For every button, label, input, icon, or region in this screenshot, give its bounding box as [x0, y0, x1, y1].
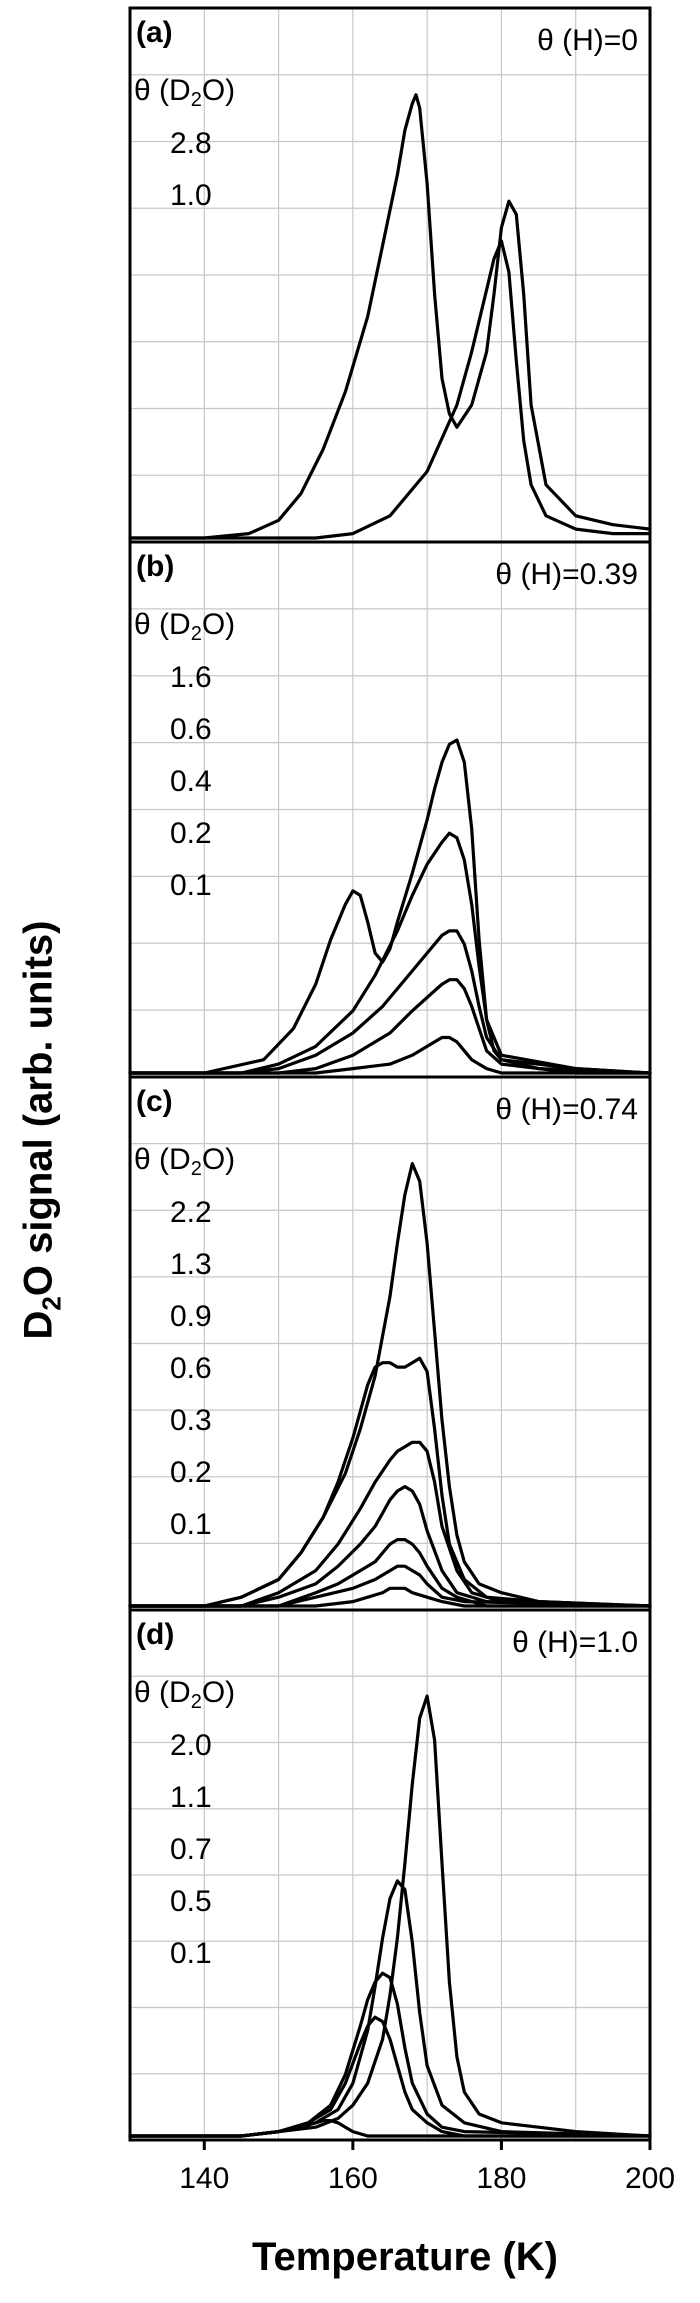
- legend-value: 0.1: [170, 869, 212, 902]
- legend-value: 1.3: [170, 1248, 212, 1281]
- x-tick-label: 140: [179, 2162, 229, 2195]
- series-line-0.6: [128, 831, 652, 1075]
- series-line-0.1: [128, 1586, 652, 1608]
- theta-h-label: θ (H)=1.0: [512, 1626, 638, 1659]
- series-line-2.8: [128, 93, 652, 540]
- legend-value: 0.9: [170, 1300, 212, 1333]
- theta-h-label: θ (H)=0: [537, 24, 638, 57]
- x-tick-label: 200: [625, 2162, 675, 2195]
- legend-title: θ (D2O): [134, 74, 235, 111]
- legend-value: 1.6: [170, 661, 212, 694]
- series-line-0.2: [128, 978, 652, 1075]
- series-line-0.4: [128, 929, 652, 1075]
- legend-value: 0.5: [170, 1885, 212, 1918]
- series-line-0.5: [128, 2015, 652, 2138]
- series-line-0.1: [128, 1035, 652, 1075]
- legend-value: 2.0: [170, 1729, 212, 1762]
- panel-c: (c) θ (H)=0.74 θ (D2O) 2.2 1.3 0.9 0.6 0.3 0.2 0.…: [128, 1075, 652, 1612]
- panel-letter: (a): [136, 16, 173, 49]
- x-tick-label: 180: [476, 2162, 526, 2195]
- legend-value: 0.2: [170, 1456, 212, 1489]
- legend-value: 0.7: [170, 1833, 212, 1866]
- panel-d: (d) θ (H)=1.0 θ (D2O) 2.0 1.1 0.7 0.5 0.1: [128, 1608, 652, 2142]
- x-axis: 140 160 180 200: [179, 2140, 675, 2195]
- series-line-0.9: [128, 1440, 652, 1608]
- series-line-1.0: [128, 239, 652, 540]
- series-line-2.0: [128, 1694, 652, 2138]
- legend-title: θ (D2O): [134, 1143, 235, 1180]
- panel-letter: (d): [136, 1618, 174, 1651]
- legend-value: 0.4: [170, 765, 212, 798]
- legend-value: 0.3: [170, 1404, 212, 1437]
- series-line-0.3: [128, 1538, 652, 1608]
- legend-value: 0.2: [170, 817, 212, 850]
- series-line-1.3: [128, 1356, 652, 1608]
- panel-a: (a) θ (H)=0 θ (D2O) 2.8 1.0: [128, 6, 652, 544]
- series-line-0.2: [128, 1564, 652, 1608]
- legend-value: 0.1: [170, 1937, 212, 1970]
- series-line-1.6: [128, 738, 652, 1075]
- theta-h-label: θ (H)=0.39: [495, 558, 638, 591]
- panels: (a) θ (H)=0 θ (D2O) 2.8 1.0 (b) θ (H)=0.39 θ (D…: [128, 6, 652, 2142]
- legend-title: θ (D2O): [134, 608, 235, 645]
- legend-value: 0.6: [170, 713, 212, 746]
- legend-value: 0.6: [170, 1352, 212, 1385]
- series-line-1.1: [128, 1879, 652, 2138]
- legend-value: 1.1: [170, 1781, 212, 1814]
- legend-title: θ (D2O): [134, 1676, 235, 1713]
- legend-value: 0.1: [170, 1508, 212, 1541]
- legend-value: 1.0: [170, 179, 212, 212]
- theta-h-label: θ (H)=0.74: [495, 1093, 638, 1126]
- panel-letter: (c): [136, 1085, 173, 1118]
- x-axis-label: Temperature (K): [252, 2235, 558, 2279]
- panel-letter: (b): [136, 550, 174, 583]
- legend-value: 2.8: [170, 127, 212, 160]
- series-line-0.1: [128, 2119, 652, 2138]
- x-tick-label: 160: [328, 2162, 378, 2195]
- series-line-0.6: [128, 1485, 652, 1608]
- panel-b: (b) θ (H)=0.39 θ (D2O) 1.6 0.6 0.4 0.2 0.1: [128, 540, 652, 1079]
- legend-value: 2.2: [170, 1196, 212, 1229]
- panel-frame: [128, 1608, 652, 2142]
